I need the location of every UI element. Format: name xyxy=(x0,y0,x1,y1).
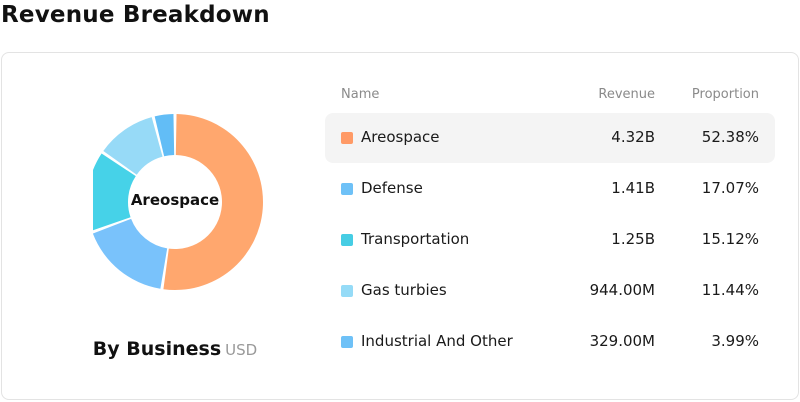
donut-chart[interactable] xyxy=(93,114,265,292)
donut-slice-defense[interactable] xyxy=(93,218,168,289)
row-name: Gas turbies xyxy=(361,281,447,299)
legend-swatch xyxy=(341,336,353,348)
row-proportion: 17.07% xyxy=(701,179,759,197)
row-name: Transportation xyxy=(361,230,470,248)
table-row[interactable]: Defense 1.41B 17.07% xyxy=(325,164,775,214)
column-header-proportion: Proportion xyxy=(691,87,759,102)
donut-slice-transportation[interactable] xyxy=(93,153,136,231)
row-revenue: 1.41B xyxy=(611,179,655,197)
page-title: Revenue Breakdown xyxy=(1,2,270,28)
row-proportion: 52.38% xyxy=(701,128,759,146)
donut-slice-industrial-and-other[interactable] xyxy=(154,114,175,157)
row-proportion: 11.44% xyxy=(701,281,759,299)
donut-slice-areospace[interactable] xyxy=(163,114,263,290)
legend-swatch xyxy=(341,285,353,297)
table-row[interactable]: Transportation 1.25B 15.12% xyxy=(325,215,775,265)
row-proportion: 3.99% xyxy=(711,332,759,350)
table-row[interactable]: Gas turbies 944.00M 11.44% xyxy=(325,266,775,316)
legend-swatch xyxy=(341,234,353,246)
legend-swatch xyxy=(341,132,353,144)
row-name: Defense xyxy=(361,179,423,197)
row-revenue: 329.00M xyxy=(589,332,655,350)
row-revenue: 944.00M xyxy=(589,281,655,299)
row-revenue: 1.25B xyxy=(611,230,655,248)
column-header-name: Name xyxy=(341,87,380,102)
row-proportion: 15.12% xyxy=(701,230,759,248)
donut-center-label: Areospace xyxy=(130,191,220,209)
row-name: Industrial And Other xyxy=(361,332,513,350)
row-revenue: 4.32B xyxy=(611,128,655,146)
column-header-revenue: Revenue xyxy=(598,87,655,102)
table-row[interactable]: Areospace 4.32B 52.38% xyxy=(325,113,775,163)
donut-slice-gas-turbies[interactable] xyxy=(103,117,163,175)
row-name: Areospace xyxy=(361,128,440,146)
subtitle-unit: USD xyxy=(225,341,258,359)
subtitle-main: By Business xyxy=(92,338,222,360)
legend-swatch xyxy=(341,183,353,195)
chart-subtitle: By Business USD xyxy=(0,338,350,360)
table-row[interactable]: Industrial And Other 329.00M 3.99% xyxy=(325,317,775,367)
